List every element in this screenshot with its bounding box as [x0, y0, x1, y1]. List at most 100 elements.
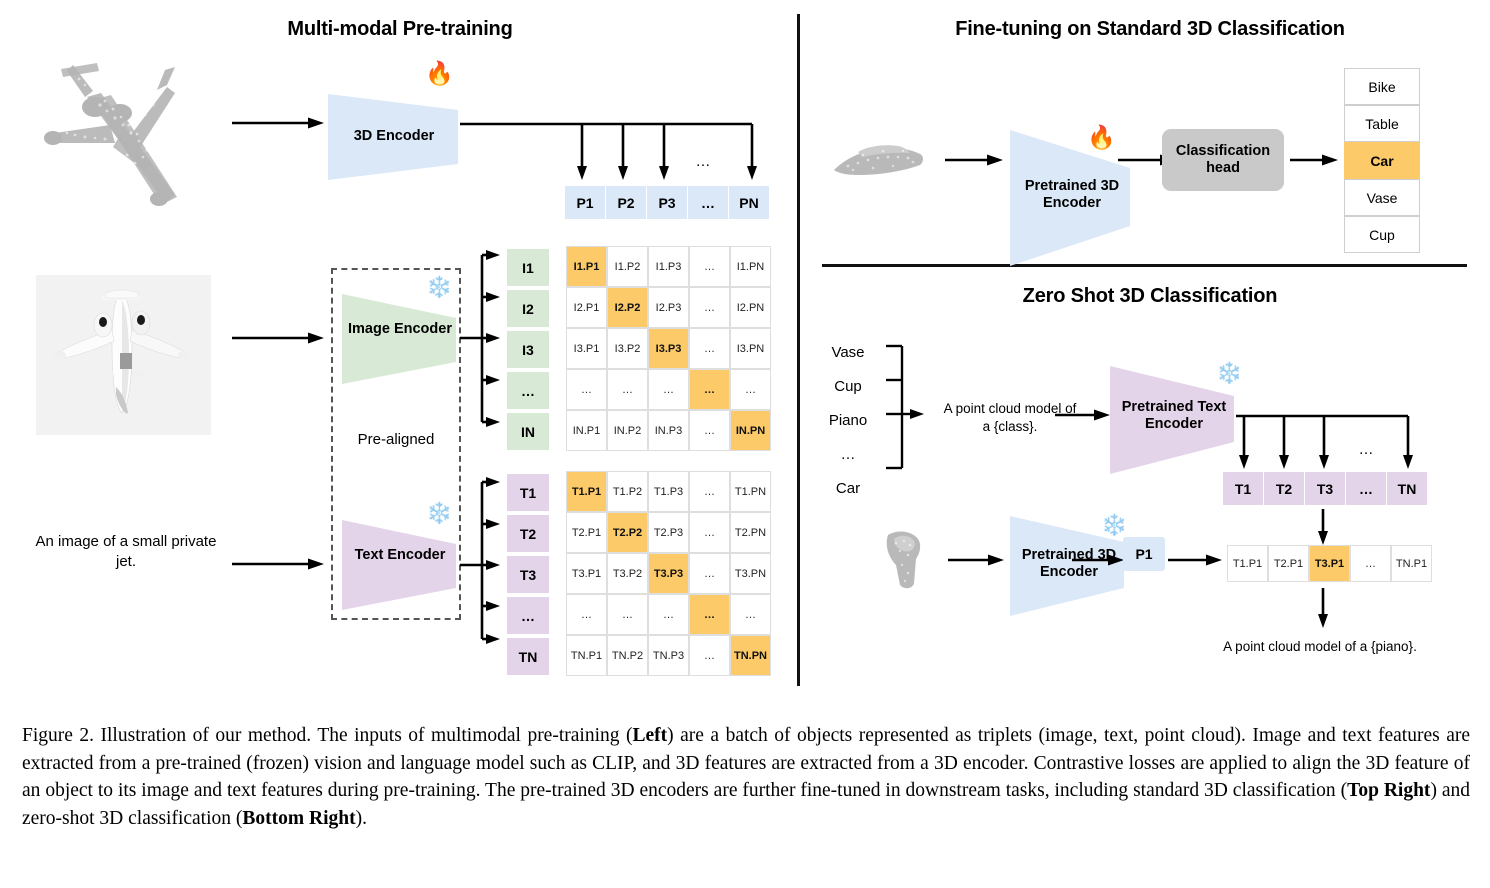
encoder-text: Text Encoder	[340, 518, 460, 612]
class-option-vase[interactable]: Vase	[1344, 179, 1420, 216]
encoder-text-label: Text Encoder	[340, 547, 460, 564]
snowflake-icon: ❄️	[1101, 514, 1128, 537]
zeroshot-result-text: A point cloud model of a {piano}.	[1223, 639, 1417, 654]
t-token-0: T1	[507, 474, 549, 511]
t-token-4: TN	[507, 638, 549, 675]
text-encoder-line-2: Encoder	[1144, 416, 1203, 433]
snowflake-icon: ❄️	[426, 276, 453, 299]
pre-aligned-box	[331, 268, 461, 620]
encoder-pretrained-3d-label: Pretrained 3D Encoder	[1008, 178, 1136, 212]
classification-head-line-1: Classification	[1175, 142, 1271, 159]
panel-title-finetuning: Fine-tuning on Standard 3D Classificatio…	[955, 18, 1345, 40]
zeroshot-class-label-2: Piano	[828, 411, 868, 429]
zeroshot-sim-cell-4: TN.P1	[1391, 545, 1432, 582]
panel-vertical-divider	[797, 14, 800, 686]
i-token-label: IN	[521, 423, 535, 440]
p-token-1: P2	[606, 186, 646, 219]
image-sim-cell-4-3: …	[689, 410, 730, 451]
t-token-1: T2	[507, 515, 549, 552]
image-sim-cell-2-2: I3.P3	[648, 328, 689, 369]
panel-title-zeroshot: Zero Shot 3D Classification	[1022, 285, 1278, 307]
arrow-p1-to-sim-row	[1168, 554, 1222, 566]
airplane-render-image	[36, 275, 211, 435]
panel-horizontal-divider	[822, 264, 1467, 267]
image-sim-cell-1-2: I2.P3	[648, 287, 689, 328]
text-sim-cell-3-2: …	[648, 594, 689, 635]
encoder-pretrained-text-label: Pretrained Text Encoder	[1108, 399, 1240, 433]
zeroshot-sim-cell-0: T1.P1	[1227, 545, 1268, 582]
zeroshot-class-label-0: Vase	[831, 343, 865, 361]
prompt-template: A point cloud model of a {class}.	[915, 400, 1105, 435]
t-token-label: T3	[519, 566, 537, 583]
text-sim-cell-0-4: T1.PN	[730, 471, 771, 512]
text-sim-cell-4-2: TN.P3	[648, 635, 689, 676]
image-sim-cell-3-1: …	[607, 369, 648, 410]
fire-icon: 🔥	[1087, 124, 1116, 150]
i-token-label: I1	[522, 259, 534, 276]
encoder-3d: 3D Encoder	[326, 92, 462, 182]
text-sim-cell-1-3: …	[689, 512, 730, 553]
text-sim-cell-0-1: T1.P2	[607, 471, 648, 512]
t-token-label: TN	[518, 648, 538, 665]
i-token-4: IN	[507, 413, 549, 450]
arrow-3d-encoder-to-p1	[1072, 554, 1124, 566]
class-option-car[interactable]: Car	[1344, 142, 1420, 179]
text-sim-cell-0-3: …	[689, 471, 730, 512]
class-option-bike[interactable]: Bike	[1344, 68, 1420, 105]
encoder-pretrained-text: Pretrained Text Encoder	[1108, 364, 1240, 476]
image-sim-cell-2-0: I3.P1	[566, 328, 607, 369]
encoder-3d-label: 3D Encoder	[353, 128, 435, 144]
text-encoder-line-1: Pretrained Text	[1121, 399, 1227, 415]
class-option-table[interactable]: Table	[1344, 105, 1420, 142]
image-sim-cell-0-2: I1.P3	[648, 246, 689, 287]
image-sim-cell-3-3: …	[689, 369, 730, 410]
caption-part-2: ) are a batch of objects represented as …	[22, 725, 1470, 802]
zeroshot-class-label-3: …	[840, 445, 856, 463]
encoder-line-2: Encoder	[1042, 195, 1101, 212]
encoder-text-text: Text Encoder	[354, 547, 446, 563]
zeroshot-p-token: P1	[1123, 537, 1165, 571]
image-sim-cell-2-3: …	[689, 328, 730, 369]
zeroshot-t-token-3: …	[1346, 472, 1386, 505]
arrow-prompt-to-text-encoder	[1055, 409, 1110, 421]
image-sim-cell-3-2: …	[648, 369, 689, 410]
zeroshot-sim-cell-1: T2.P1	[1268, 545, 1309, 582]
image-sim-cell-0-0: I1.P1	[566, 246, 607, 287]
text-sim-cell-2-4: T3.PN	[730, 553, 771, 594]
text-sim-cell-1-4: T2.PN	[730, 512, 771, 553]
text-sim-cell-3-0: …	[566, 594, 607, 635]
text-sim-cell-2-2: T3.P3	[648, 553, 689, 594]
t-token-label: T1	[519, 484, 537, 501]
classification-head-line-2: head	[1206, 160, 1240, 176]
image-sim-cell-4-0: IN.P1	[566, 410, 607, 451]
p-token-0: P1	[565, 186, 605, 219]
zeroshot-t-token-2: T3	[1305, 472, 1345, 505]
caption-part-4: ).	[355, 808, 367, 830]
zeroshot-class-label-4: Car	[835, 479, 861, 497]
fanout-3d-to-p-tokens: …	[460, 122, 757, 180]
t-token-label: …	[521, 607, 535, 624]
text-input-caption: An image of a small private jet.	[35, 533, 217, 570]
i-token-3: …	[507, 372, 549, 409]
p-token-label: P3	[658, 194, 676, 211]
snowflake-icon: ❄️	[1216, 362, 1243, 385]
zeroshot-class-labels: Vase Cup Piano … Car	[814, 335, 882, 505]
zeroshot-t-token-0: T1	[1223, 472, 1263, 505]
zeroshot-sim-cell-2: T3.P1	[1309, 545, 1350, 582]
prompt-line-1: A point cloud model of	[943, 401, 1077, 416]
text-sim-cell-4-3: …	[689, 635, 730, 676]
i-token-0: I1	[507, 249, 549, 286]
text-sim-cell-2-3: …	[689, 553, 730, 594]
arrow-piano-to-3d-encoder	[948, 554, 1004, 566]
i-token-2: I3	[507, 331, 549, 368]
text-sim-cell-2-0: T3.P1	[566, 553, 607, 594]
p-token-label: …	[701, 194, 715, 211]
class-option-cup[interactable]: Cup	[1344, 216, 1420, 253]
arrow-sim-row-to-result	[1318, 588, 1328, 628]
text-sim-cell-3-1: …	[607, 594, 648, 635]
text-sim-cell-1-0: T2.P1	[566, 512, 607, 553]
text-sim-cell-4-1: TN.P2	[607, 635, 648, 676]
text-sim-cell-3-4: …	[730, 594, 771, 635]
arrow-text-to-text-encoder	[232, 558, 324, 570]
fanout-text-encoder-to-t-tokens: …	[1236, 414, 1413, 469]
